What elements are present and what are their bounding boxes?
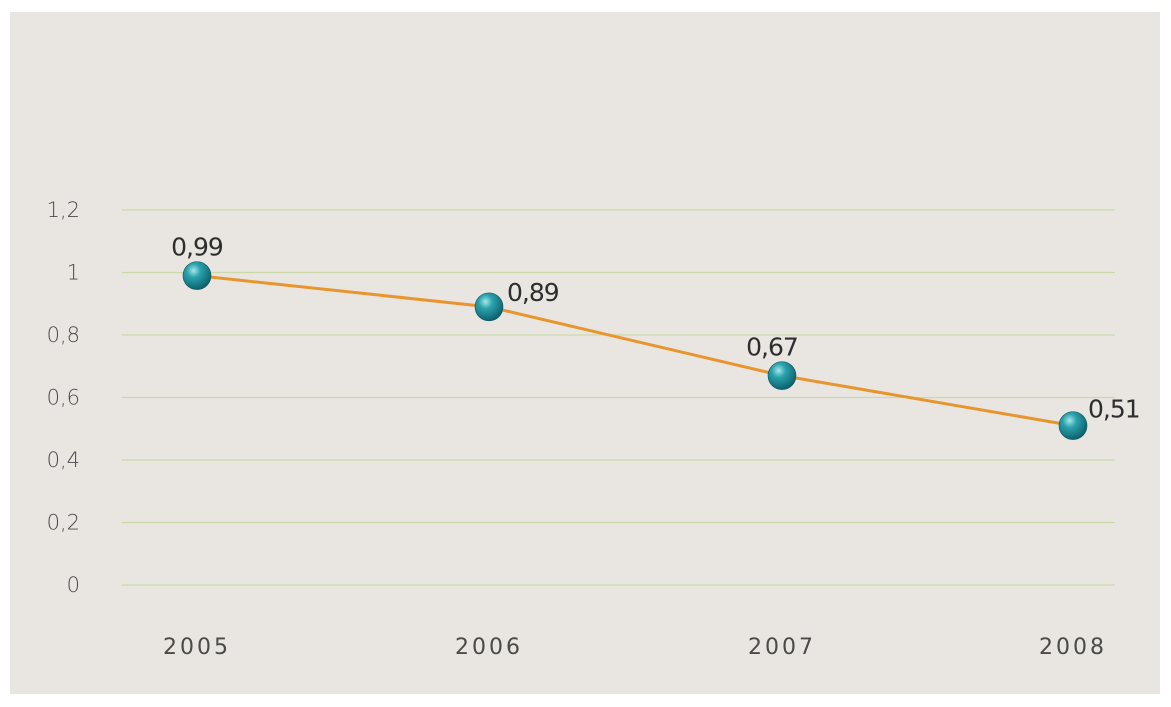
y-tick-label: 0,4 bbox=[47, 448, 80, 472]
series-line-path bbox=[196, 274, 1074, 428]
y-tick-label: 0,6 bbox=[47, 386, 80, 410]
gridlines bbox=[122, 209, 1115, 586]
x-tick-label: 2007 bbox=[748, 635, 816, 660]
x-tick-label: 2006 bbox=[455, 635, 523, 660]
x-axis-tick-labels: 2005 2006 2007 2008 bbox=[163, 635, 1107, 660]
data-label: 0,51 bbox=[1088, 395, 1140, 424]
y-tick-label: 0,2 bbox=[47, 511, 80, 535]
y-axis-tick-labels: 0 0,2 0,4 0,6 0,8 1 1,2 bbox=[47, 198, 80, 597]
data-label: 0,99 bbox=[171, 233, 223, 262]
y-tick-label: 0,8 bbox=[47, 323, 80, 347]
data-point-marker bbox=[182, 261, 212, 290]
data-label: 0,67 bbox=[746, 333, 798, 362]
x-tick-label: 2008 bbox=[1039, 635, 1107, 660]
y-tick-label: 1,2 bbox=[47, 198, 80, 222]
chart-panel: 0 0,2 0,4 0,6 0,8 1 1,2 2005 2006 2007 2008 0,99 0… bbox=[10, 12, 1160, 694]
line-chart: 00,20,40,60,811,2 2005 2006 2007 2008 0,990… bbox=[47, 198, 1141, 660]
data-labels: 0,99 0,89 0,67 0,51 bbox=[171, 233, 1141, 424]
y-tick-label: 0 bbox=[67, 573, 80, 597]
x-tick-label: 2005 bbox=[163, 635, 231, 660]
y-tick-label: 1 bbox=[67, 261, 80, 285]
data-label: 0,89 bbox=[507, 278, 559, 307]
data-point-marker bbox=[767, 361, 797, 390]
data-point-marker bbox=[474, 292, 504, 322]
data-point-marker bbox=[1058, 411, 1088, 440]
series-line bbox=[196, 274, 1074, 428]
series-markers bbox=[182, 261, 1088, 440]
